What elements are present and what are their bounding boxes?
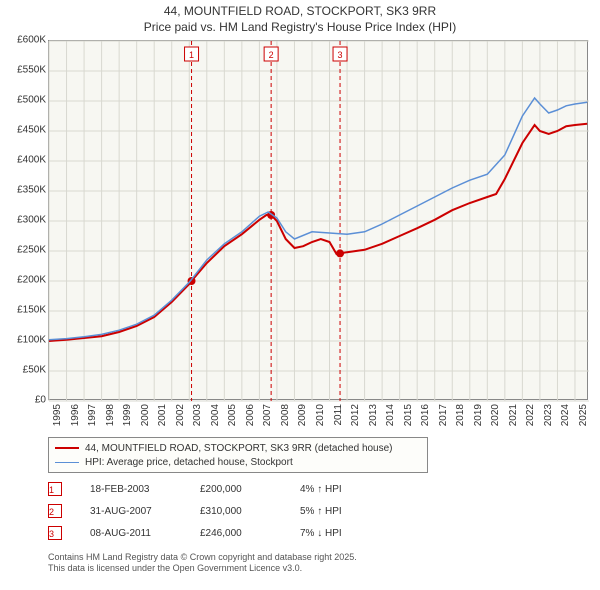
x-tick-label: 2004 xyxy=(210,404,221,426)
footer-line2: This data is licensed under the Open Gov… xyxy=(48,563,302,573)
y-tick-label: £500K xyxy=(2,95,46,106)
y-tick-label: £550K xyxy=(2,65,46,76)
y-tick-label: £600K xyxy=(2,35,46,46)
footer-line1: Contains HM Land Registry data © Crown c… xyxy=(48,552,357,562)
x-tick-label: 2006 xyxy=(245,404,256,426)
svg-text:2: 2 xyxy=(269,50,274,60)
x-tick-label: 1995 xyxy=(52,404,63,426)
legend: 44, MOUNTFIELD ROAD, STOCKPORT, SK3 9RR … xyxy=(48,437,428,473)
y-tick-label: £250K xyxy=(2,245,46,256)
chart-svg: 1 2 3 xyxy=(49,41,589,401)
x-tick-label: 2001 xyxy=(157,404,168,426)
legend-item: 44, MOUNTFIELD ROAD, STOCKPORT, SK3 9RR … xyxy=(55,441,421,455)
x-tick-label: 2025 xyxy=(578,404,589,426)
y-tick-label: £0 xyxy=(2,395,46,406)
transaction-index-marker: 1 xyxy=(48,482,62,496)
transaction-date: 31-AUG-2007 xyxy=(90,506,200,517)
transaction-date: 08-AUG-2011 xyxy=(90,528,200,539)
svg-text:1: 1 xyxy=(189,50,194,60)
x-tick-label: 2011 xyxy=(333,404,344,426)
x-tick-label: 2023 xyxy=(543,404,554,426)
chart-container: 44, MOUNTFIELD ROAD, STOCKPORT, SK3 9RR … xyxy=(0,0,600,590)
transaction-index-marker: 2 xyxy=(48,504,62,518)
x-tick-label: 2019 xyxy=(473,404,484,426)
y-tick-label: £450K xyxy=(2,125,46,136)
y-tick-label: £400K xyxy=(2,155,46,166)
transaction-row: 2 31-AUG-2007£310,0005% ↑ HPI xyxy=(48,500,400,522)
y-tick-label: £300K xyxy=(2,215,46,226)
x-tick-label: 2024 xyxy=(560,404,571,426)
x-tick-label: 2015 xyxy=(403,404,414,426)
legend-swatch xyxy=(55,447,79,449)
transaction-index-marker: 3 xyxy=(48,526,62,540)
x-tick-label: 1997 xyxy=(87,404,98,426)
transaction-row: 1 18-FEB-2003£200,0004% ↑ HPI xyxy=(48,478,400,500)
transaction-price: £310,000 xyxy=(200,506,300,517)
legend-swatch xyxy=(55,462,79,463)
transaction-date: 18-FEB-2003 xyxy=(90,484,200,495)
x-tick-label: 2020 xyxy=(490,404,501,426)
x-tick-label: 2012 xyxy=(350,404,361,426)
x-tick-label: 1996 xyxy=(70,404,81,426)
x-tick-label: 2022 xyxy=(525,404,536,426)
x-tick-label: 2007 xyxy=(262,404,273,426)
x-tick-label: 2003 xyxy=(192,404,203,426)
x-tick-label: 2009 xyxy=(297,404,308,426)
attribution-footer: Contains HM Land Registry data © Crown c… xyxy=(48,552,357,575)
y-tick-label: £200K xyxy=(2,275,46,286)
x-tick-label: 2000 xyxy=(140,404,151,426)
transaction-delta: 5% ↑ HPI xyxy=(300,506,400,517)
plot-area: 1 2 3 xyxy=(48,40,588,400)
x-tick-label: 2017 xyxy=(438,404,449,426)
legend-label: 44, MOUNTFIELD ROAD, STOCKPORT, SK3 9RR … xyxy=(85,443,393,454)
y-tick-label: £50K xyxy=(2,365,46,376)
transaction-delta: 7% ↓ HPI xyxy=(300,528,400,539)
y-tick-label: £100K xyxy=(2,335,46,346)
legend-label: HPI: Average price, detached house, Stoc… xyxy=(85,457,293,468)
svg-text:3: 3 xyxy=(338,50,343,60)
x-tick-label: 2018 xyxy=(455,404,466,426)
x-tick-label: 2008 xyxy=(280,404,291,426)
transaction-table: 1 18-FEB-2003£200,0004% ↑ HPI 2 31-AUG-2007… xyxy=(48,478,400,544)
x-tick-label: 2016 xyxy=(420,404,431,426)
transaction-row: 3 08-AUG-2011£246,0007% ↓ HPI xyxy=(48,522,400,544)
x-tick-label: 1999 xyxy=(122,404,133,426)
transaction-delta: 4% ↑ HPI xyxy=(300,484,400,495)
x-tick-label: 2021 xyxy=(508,404,519,426)
chart-title: 44, MOUNTFIELD ROAD, STOCKPORT, SK3 9RR … xyxy=(0,0,600,35)
x-tick-label: 1998 xyxy=(105,404,116,426)
x-tick-label: 2013 xyxy=(368,404,379,426)
x-tick-label: 2014 xyxy=(385,404,396,426)
transaction-price: £246,000 xyxy=(200,528,300,539)
x-tick-label: 2005 xyxy=(227,404,238,426)
title-line2: Price paid vs. HM Land Registry's House … xyxy=(144,20,456,34)
title-line1: 44, MOUNTFIELD ROAD, STOCKPORT, SK3 9RR xyxy=(164,4,436,18)
transaction-price: £200,000 xyxy=(200,484,300,495)
y-tick-label: £150K xyxy=(2,305,46,316)
x-tick-label: 2010 xyxy=(315,404,326,426)
legend-item: HPI: Average price, detached house, Stoc… xyxy=(55,455,421,469)
y-tick-label: £350K xyxy=(2,185,46,196)
x-tick-label: 2002 xyxy=(175,404,186,426)
